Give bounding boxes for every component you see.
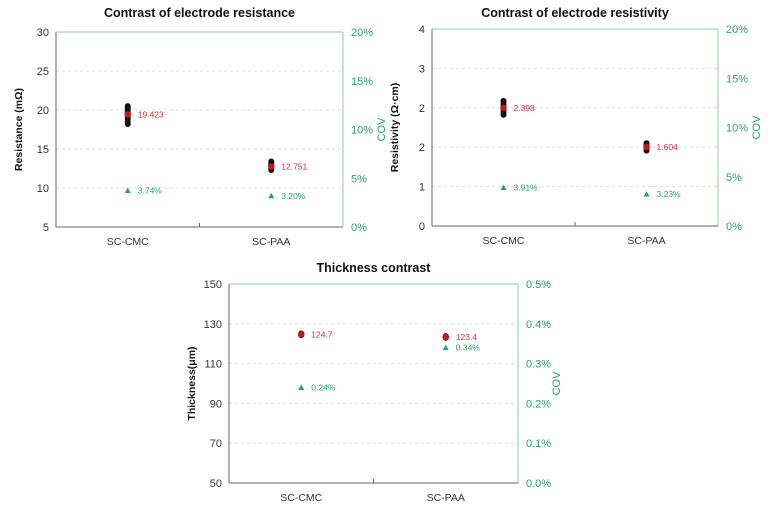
chart-3: Thickness contrast 50 70 90 110 130 150 0.0% 0.1… <box>186 261 563 504</box>
y-axis-label: Thickness(μm) <box>186 346 198 420</box>
mean-label: 19.423 <box>138 110 164 120</box>
mean-point <box>124 111 131 118</box>
chart-2: Contrast of electrode resistivity 0 1 2 2 3 4 0… <box>389 6 763 247</box>
mean-label: 124.7 <box>311 329 333 339</box>
cov-marker <box>298 384 305 390</box>
mean-label: 2.398 <box>514 103 536 113</box>
y-tick-label: 30 <box>37 27 49 39</box>
y-tick-label: 4 <box>419 24 425 36</box>
mean-point <box>643 143 650 151</box>
y2-tick-label: 10% <box>351 125 373 137</box>
y-tick-label: 1 <box>419 182 425 194</box>
y-tick-label: 25 <box>37 66 49 78</box>
y-tick-label: 50 <box>210 478 222 490</box>
chart-title: Thickness contrast <box>317 261 432 275</box>
y-tick-label: 150 <box>204 279 222 291</box>
y2-tick-label: 20% <box>351 27 373 39</box>
mean-point <box>500 104 507 112</box>
mean-label: 1.604 <box>657 142 679 152</box>
y-tick-label: 15 <box>37 144 49 156</box>
y-tick-label: 3 <box>419 63 425 75</box>
cov-marker <box>500 184 507 190</box>
y2-tick-label: 0% <box>351 222 367 234</box>
y2-tick-label: 20% <box>726 24 748 36</box>
y2-tick-label: 0.4% <box>526 319 551 331</box>
mean-point <box>268 163 275 170</box>
mean-label: 123.4 <box>456 332 478 342</box>
y-tick-label: 5 <box>43 222 49 234</box>
y-tick-label: 110 <box>204 359 222 371</box>
sample-point <box>500 97 507 104</box>
y2-tick-label: 0% <box>726 221 742 233</box>
y2-tick-label: 5% <box>351 173 367 185</box>
x-category-label: SC-PAA <box>427 492 465 504</box>
cov-marker <box>442 344 449 351</box>
y2-axis-label: COV <box>376 117 388 142</box>
y-axis-label: Resistance (mΩ) <box>13 88 25 171</box>
y2-axis-label: COV <box>751 115 763 140</box>
cov-label: 3.20% <box>281 191 306 201</box>
cov-label: 3.74% <box>138 186 163 196</box>
y2-tick-label: 0.5% <box>526 279 551 291</box>
y2-tick-label: 0.1% <box>526 438 551 450</box>
y2-tick-label: 10% <box>726 123 748 135</box>
y2-tick-label: 0.2% <box>526 398 551 410</box>
y-tick-label: 0 <box>419 221 425 233</box>
cov-marker <box>643 191 650 197</box>
cov-marker <box>124 187 131 194</box>
x-category-label: SC-CMC <box>107 236 149 248</box>
x-category-label: SC-CMC <box>280 492 322 504</box>
y2-tick-label: 15% <box>351 76 373 88</box>
y-tick-label: 70 <box>210 438 222 450</box>
y2-tick-label: 15% <box>726 73 748 85</box>
cov-marker <box>268 192 275 199</box>
cov-label: 0.24% <box>311 382 336 392</box>
y-axis-label: Resistivity (Ω·cm) <box>389 83 401 173</box>
mean-label: 12.751 <box>281 162 307 172</box>
y2-tick-label: 0.0% <box>526 478 551 490</box>
y2-tick-label: 5% <box>726 172 742 184</box>
cov-label: 0.34% <box>456 343 481 353</box>
y-tick-label: 90 <box>210 398 222 410</box>
cov-label: 3.23% <box>657 189 682 199</box>
y-tick-label: 10 <box>37 183 49 195</box>
y2-axis-label: COV <box>551 371 563 396</box>
mean-point <box>298 331 305 338</box>
cov-label: 3.91% <box>514 182 539 192</box>
y-tick-label: 2 <box>419 103 425 115</box>
x-category-label: SC-CMC <box>483 235 525 247</box>
y-tick-label: 2 <box>419 142 425 154</box>
sample-point <box>268 158 275 165</box>
chart-title: Contrast of electrode resistance <box>104 6 295 20</box>
chart-title: Contrast of electrode resistivity <box>481 6 669 20</box>
y-tick-label: 20 <box>37 105 49 117</box>
y2-tick-label: 0.3% <box>526 359 551 371</box>
chart-1: Contrast of electrode resistance 5 10 15 20 2… <box>13 6 388 248</box>
y-tick-label: 130 <box>204 319 222 331</box>
x-category-label: SC-PAA <box>252 236 290 248</box>
sample-point <box>124 103 131 110</box>
mean-point <box>442 333 449 341</box>
x-category-label: SC-PAA <box>627 235 665 247</box>
